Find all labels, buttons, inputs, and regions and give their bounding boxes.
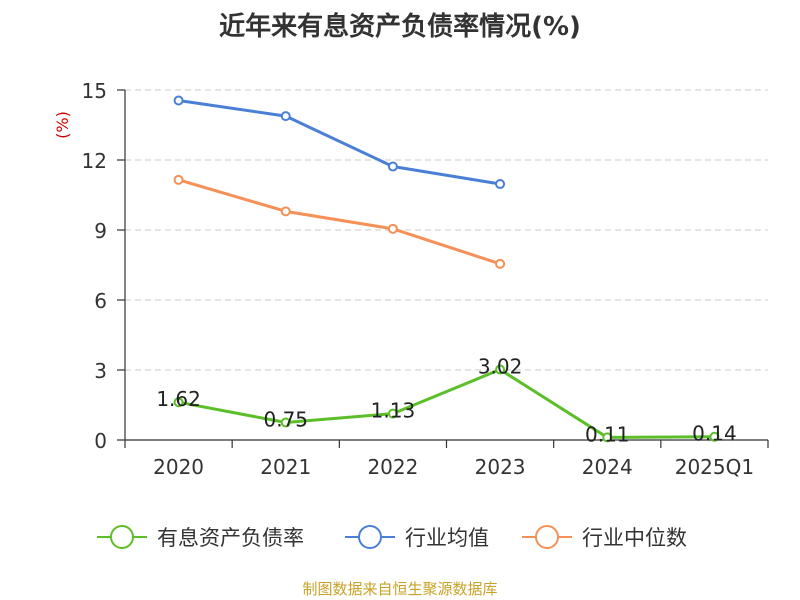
data-label: 3.02 <box>478 355 523 379</box>
data-point <box>602 432 613 443</box>
data-point <box>495 364 506 375</box>
x-tick-label: 2025Q1 <box>675 455 754 479</box>
y-tick-label: 0 <box>94 429 107 453</box>
data-label: 0.11 <box>585 422 630 446</box>
data-point <box>173 174 184 185</box>
x-tick-label: 2024 <box>582 455 633 479</box>
chart-title: 近年来有息资产负债率情况(%) <box>219 12 581 42</box>
source-note: 制图数据来自恒生聚源数据库 <box>302 580 498 598</box>
data-point <box>173 397 184 408</box>
series-line <box>178 368 715 439</box>
y-tick-label: 9 <box>94 219 107 243</box>
data-point <box>280 417 291 428</box>
data-point <box>387 161 398 172</box>
y-tick-label: 6 <box>94 289 107 313</box>
data-point <box>387 223 398 234</box>
y-tick-label: 15 <box>82 79 107 103</box>
series-line <box>178 178 501 266</box>
data-point <box>280 206 291 217</box>
data-point <box>495 258 506 269</box>
y-axis-label: (%) <box>53 111 72 139</box>
data-point <box>280 111 291 122</box>
data-label: 0.14 <box>692 422 737 446</box>
legend-label: 行业中位数 <box>582 526 687 550</box>
legend-marker <box>358 525 382 549</box>
data-point <box>495 179 506 190</box>
data-point <box>709 431 720 442</box>
legend-label: 有息资产负债率 <box>157 526 304 550</box>
x-tick-label: 2023 <box>475 455 526 479</box>
legend-marker <box>535 525 559 549</box>
y-tick-label: 12 <box>82 149 107 173</box>
x-tick-label: 2021 <box>260 455 311 479</box>
data-point <box>173 95 184 106</box>
data-label: 1.62 <box>156 387 201 411</box>
x-tick-label: 2020 <box>153 455 204 479</box>
data-point <box>387 408 398 419</box>
y-tick-label: 3 <box>94 359 107 383</box>
legend-label: 行业均值 <box>405 526 489 550</box>
legend-marker <box>110 525 134 549</box>
data-label: 1.13 <box>371 399 416 423</box>
series-line <box>178 99 501 186</box>
data-label: 0.75 <box>263 408 308 432</box>
x-tick-label: 2022 <box>367 455 418 479</box>
